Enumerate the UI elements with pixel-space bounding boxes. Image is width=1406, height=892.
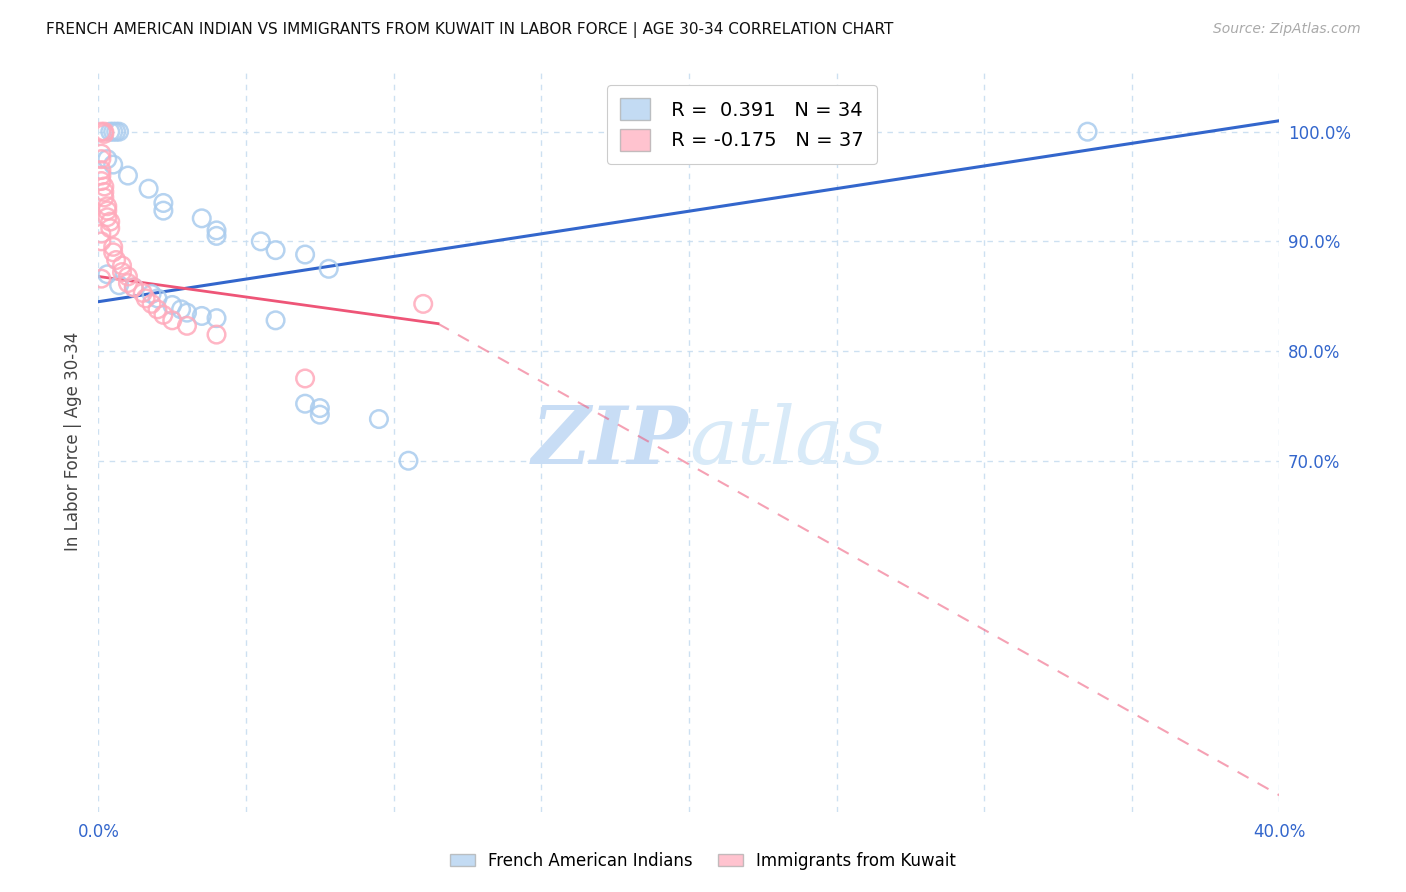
Point [191,211,214,226]
Point [90,227,112,241]
Point [309,408,332,422]
Point [93,179,115,194]
Point [294,397,316,411]
Point [90,146,112,161]
Point [250,235,273,249]
Text: ZIP: ZIP [531,403,689,480]
Point [98,214,121,228]
Point [294,371,316,385]
Point [294,247,316,261]
Point [98,221,121,235]
Point [152,203,174,218]
Point [111,259,134,273]
Point [1077,125,1099,139]
Point [90,125,112,139]
Point [264,243,287,257]
Point [205,223,228,237]
Point [96,152,118,166]
Point [141,287,163,301]
Point [93,127,115,141]
Point [318,261,340,276]
Point [90,163,112,178]
Point [96,199,118,213]
Point [93,185,115,199]
Point [191,309,214,323]
Point [96,267,118,281]
Point [93,125,115,139]
Point [90,174,112,188]
Point [205,228,228,243]
Text: Source: ZipAtlas.com: Source: ZipAtlas.com [1213,22,1361,37]
Point [398,454,420,468]
Point [309,401,332,415]
Point [105,125,128,139]
Point [162,298,183,312]
Point [264,313,287,327]
Y-axis label: In Labor Force | Age 30-34: In Labor Force | Age 30-34 [63,332,82,551]
Point [103,125,125,139]
Text: FRENCH AMERICAN INDIAN VS IMMIGRANTS FROM KUWAIT IN LABOR FORCE | AGE 30-34 CORR: FRENCH AMERICAN INDIAN VS IMMIGRANTS FRO… [46,22,894,38]
Point [117,269,139,284]
Point [135,292,157,306]
Point [412,297,434,311]
Point [108,278,131,293]
Point [152,308,174,322]
Point [141,297,163,311]
Point [96,203,118,218]
Point [111,265,134,279]
Point [96,211,118,225]
Text: atlas: atlas [689,403,884,480]
Point [368,412,391,426]
Point [122,280,145,294]
Point [117,276,139,290]
Point [90,169,112,183]
Point [103,158,125,172]
Point [117,169,139,183]
Point [132,285,155,300]
Point [176,306,198,320]
Legend:  R =  0.391   N = 34,  R = -0.175   N = 37: R = 0.391 N = 34, R = -0.175 N = 37 [607,85,877,164]
Point [205,327,228,342]
Point [205,311,228,326]
Point [176,318,198,333]
Point [93,190,115,204]
Point [122,280,145,294]
Point [90,235,112,249]
Point [90,271,112,285]
Point [146,302,169,317]
Point [146,292,169,306]
Point [105,252,128,267]
Point [170,302,193,317]
Legend: French American Indians, Immigrants from Kuwait: French American Indians, Immigrants from… [443,846,963,877]
Point [152,196,174,211]
Point [103,240,125,254]
Point [98,125,121,139]
Point [108,125,131,139]
Point [138,182,160,196]
Point [103,245,125,260]
Point [90,152,112,166]
Point [162,313,183,327]
